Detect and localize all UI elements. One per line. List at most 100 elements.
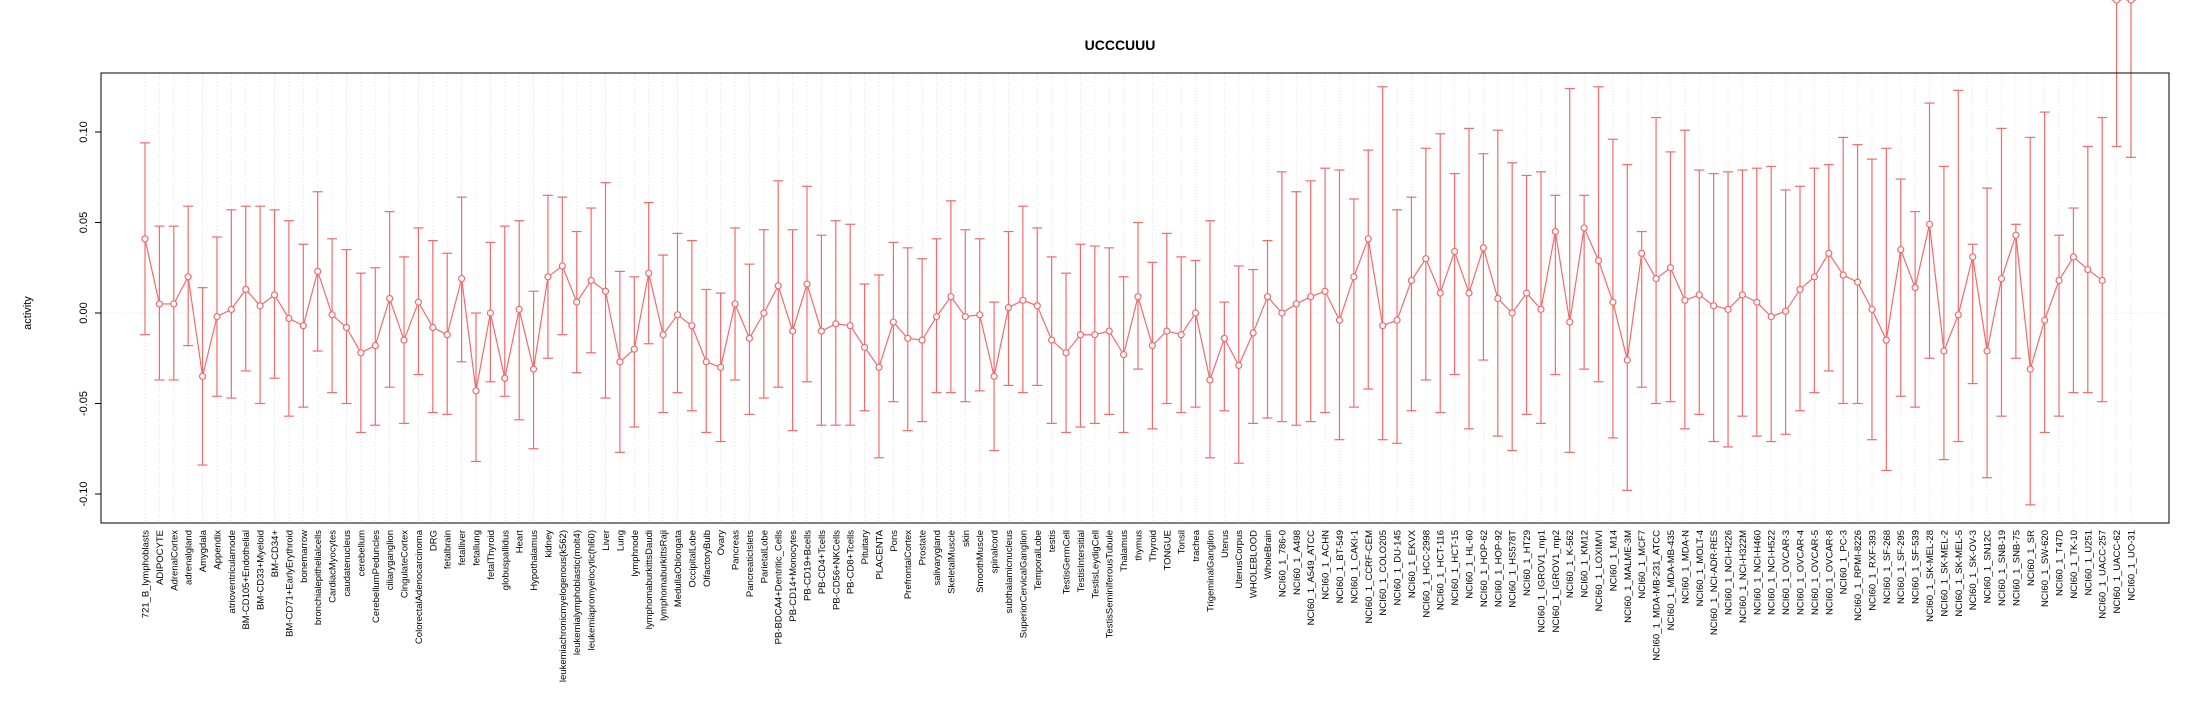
x-tick-label: lymphomaburkittsRaji <box>659 530 670 621</box>
error-bar <box>1665 151 1676 403</box>
error-bar <box>1291 191 1302 426</box>
data-point <box>1494 294 1502 303</box>
data-point <box>2012 231 2020 239</box>
error-bar <box>1607 138 1618 439</box>
data-point <box>256 302 264 310</box>
error-bar <box>1248 268 1259 425</box>
x-tick-label: NCI60_1_OVCAR-5 <box>1810 530 1821 615</box>
x-tick-label: NCI60_1_COLO205 <box>1378 530 1389 616</box>
error-bar <box>1564 87 1575 453</box>
data-point <box>314 267 322 275</box>
x-tick-label: PB-BDCA4+Dentritic_Cells <box>774 530 785 645</box>
x-tick-label: PB-CD14+Monocytes <box>788 530 799 622</box>
x-tick-label: NCI60_1_OVCAR-4 <box>1796 530 1807 615</box>
x-tick-label: BM-CD71+EarlyErythroid <box>284 530 295 637</box>
data-point <box>386 294 394 303</box>
data-point <box>846 322 854 330</box>
data-point <box>630 345 638 353</box>
x-axis-tick-labels: 721_B_lymphoblasts ADIPOCYTE AdrenalCortex… <box>141 529 2138 682</box>
data-point <box>1566 318 1574 326</box>
x-tick-label: AdrenalCortex <box>169 530 180 591</box>
data-point <box>645 269 653 277</box>
data-point <box>328 311 336 319</box>
data-point <box>1479 244 1487 252</box>
x-tick-label: Prostate <box>918 530 929 565</box>
x-tick-label: NCI60_1_NCI-H460 <box>1752 530 1763 615</box>
error-bar <box>226 209 237 399</box>
data-point <box>1810 273 1818 281</box>
data-point <box>529 365 538 373</box>
x-tick-label: NCI60_1_DU-145 <box>1393 530 1404 606</box>
error-bar <box>1881 147 1892 472</box>
x-tick-label: NCI60_1_HCT-116 <box>1436 530 1447 610</box>
x-tick-label: NCI60_1_SF-268 <box>1882 530 1893 604</box>
y-tick-label: -0.05 <box>78 391 90 416</box>
data-point <box>400 336 408 344</box>
data-point <box>1422 255 1430 263</box>
x-tick-label: PLACENTA <box>874 529 885 579</box>
x-tick-label: NCI60_1_MOLT-4 <box>1695 530 1706 606</box>
data-point <box>947 293 955 301</box>
x-tick-label: Tonsil <box>1177 530 1188 554</box>
x-tick-label: NCI60_1_MDA-MB-435 <box>1666 530 1677 630</box>
data-point <box>1997 275 2006 283</box>
x-tick-label: NCI60_1_HS578T <box>1508 530 1519 608</box>
data-point <box>198 372 207 380</box>
error-bar <box>1766 165 1777 443</box>
x-tick-label: fetalbrain <box>443 530 454 569</box>
error-bar <box>1507 162 1518 452</box>
data-point <box>2098 276 2106 285</box>
error-bar <box>1464 127 1474 430</box>
x-tick-label: NCI60_1_786-0 <box>1277 530 1288 597</box>
data-point <box>1782 307 1790 315</box>
x-tick-label: ADIPOCYTE <box>155 530 166 585</box>
error-bar <box>1579 194 1590 370</box>
data-point <box>1379 322 1387 330</box>
data-point <box>1868 305 1876 313</box>
data-point <box>1983 347 1991 355</box>
data-point <box>1609 298 1617 306</box>
data-point <box>803 280 811 288</box>
x-tick-label: TestisLeydigCell <box>1090 530 1101 599</box>
x-tick-label: NCI60_1_OVCAR-8 <box>1824 530 1835 615</box>
x-tick-label: SmoothMuscle <box>975 530 986 593</box>
data-point <box>1019 296 1027 304</box>
error-bar <box>1953 89 1964 443</box>
error-bar <box>2054 234 2065 417</box>
data-point <box>918 336 926 344</box>
x-tick-label: Pons <box>889 530 900 552</box>
x-tick-label: NCI60_1_CAKI-1 <box>1349 530 1360 603</box>
data-point <box>1522 289 1531 297</box>
error-bar <box>1204 220 1215 459</box>
x-tick-label: NCI60_1_KM12 <box>1580 530 1591 598</box>
x-tick-label: NCI60_1_UACC-62 <box>2112 530 2123 613</box>
x-tick-label: spinalcord <box>990 530 1001 573</box>
data-point <box>1753 298 1761 306</box>
x-tick-label: ciliaryganglion <box>385 530 396 590</box>
data-point <box>860 343 869 351</box>
x-tick-label: NCI60_1_PC-3 <box>1839 530 1850 594</box>
data-point <box>515 305 523 313</box>
x-tick-label: NCI60_1_HCC-2998 <box>1421 530 1432 618</box>
x-tick-label: NCI60_1_ACHN <box>1321 530 1332 600</box>
x-tick-label: TestisGermCell <box>1062 530 1073 594</box>
error-bar <box>1622 163 1633 491</box>
data-point <box>673 311 682 319</box>
data-point <box>702 358 710 366</box>
data-point <box>1465 289 1473 297</box>
x-tick-label: UterusCorpus <box>1234 530 1245 589</box>
data-point <box>1508 309 1516 317</box>
data-point <box>1263 293 1272 301</box>
x-tick-label: NCI60_1_M14 <box>1608 530 1619 591</box>
x-tick-label: NCI60_1_A498 <box>1292 530 1303 595</box>
data-point <box>817 327 825 335</box>
x-tick-label: NCI60_1_TK-10 <box>2069 530 2080 599</box>
x-tick-label: caudatenucleus <box>342 530 353 597</box>
x-tick-label: BM-CD34+ <box>270 530 281 578</box>
data-point <box>1292 300 1300 308</box>
data-point <box>270 291 279 299</box>
error-bar <box>1377 86 1388 441</box>
x-tick-label: globuspallidus <box>500 530 511 590</box>
data-point <box>2055 276 2063 285</box>
error-bar <box>1219 301 1230 412</box>
